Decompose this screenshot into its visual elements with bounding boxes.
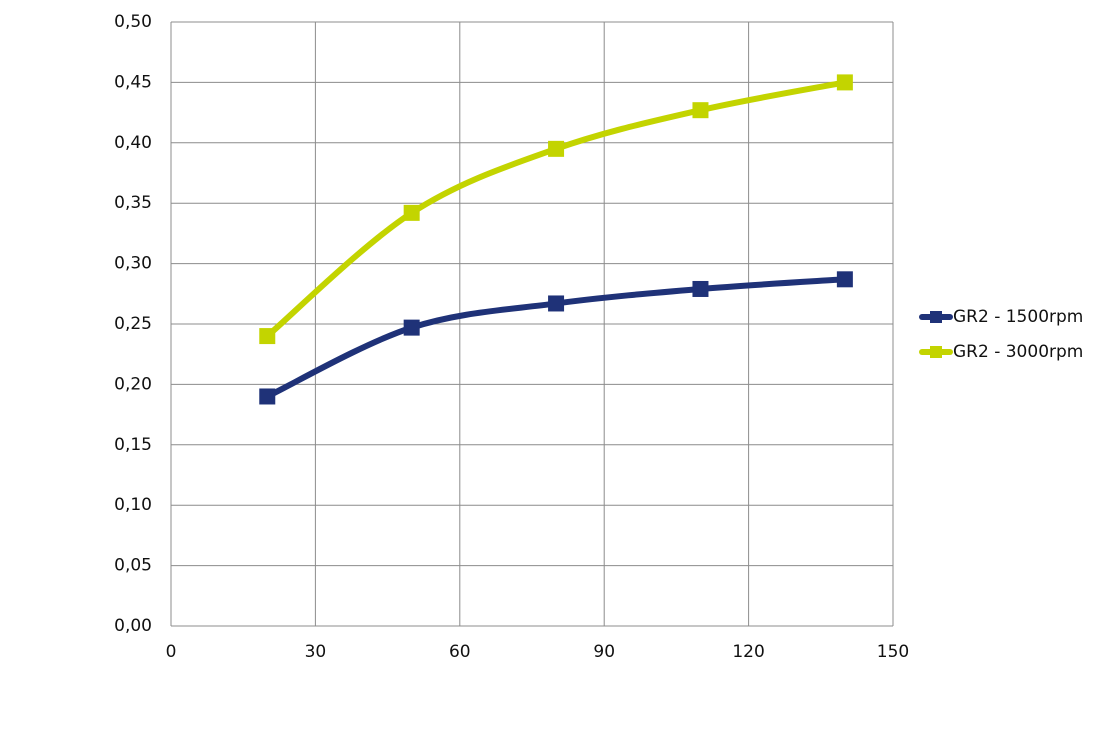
y-tick-label: 0,00 bbox=[114, 616, 152, 636]
marker bbox=[403, 319, 420, 336]
legend-label: GR2 - 3000rpm bbox=[953, 342, 1083, 362]
marker bbox=[836, 74, 853, 91]
x-tick-label: 30 bbox=[305, 642, 327, 662]
y-tick-label: 0,40 bbox=[114, 133, 152, 153]
marker bbox=[548, 295, 565, 312]
y-tick-label: 0,15 bbox=[114, 435, 152, 455]
marker bbox=[259, 388, 276, 405]
y-tick-label: 0,35 bbox=[114, 193, 152, 213]
legend-marker bbox=[930, 311, 942, 323]
legend-label: GR2 - 1500rpm bbox=[953, 307, 1083, 327]
y-tick-label: 0,50 bbox=[114, 12, 152, 32]
marker bbox=[259, 328, 276, 345]
y-tick-label: 0,10 bbox=[114, 495, 152, 515]
y-tick-label: 0,05 bbox=[114, 556, 152, 576]
marker bbox=[403, 204, 420, 221]
marker bbox=[548, 140, 565, 157]
x-tick-label: 0 bbox=[166, 642, 177, 662]
marker bbox=[692, 102, 709, 119]
y-tick-label: 0,25 bbox=[114, 314, 152, 334]
marker bbox=[836, 271, 853, 288]
y-tick-label: 0,20 bbox=[114, 374, 152, 394]
x-tick-label: 60 bbox=[449, 642, 471, 662]
marker bbox=[692, 280, 709, 297]
legend-marker bbox=[930, 346, 942, 358]
x-tick-label: 90 bbox=[593, 642, 615, 662]
x-tick-label: 150 bbox=[877, 642, 909, 662]
x-tick-label: 120 bbox=[732, 642, 764, 662]
y-tick-label: 0,45 bbox=[114, 72, 152, 92]
y-tick-label: 0,30 bbox=[114, 254, 152, 274]
